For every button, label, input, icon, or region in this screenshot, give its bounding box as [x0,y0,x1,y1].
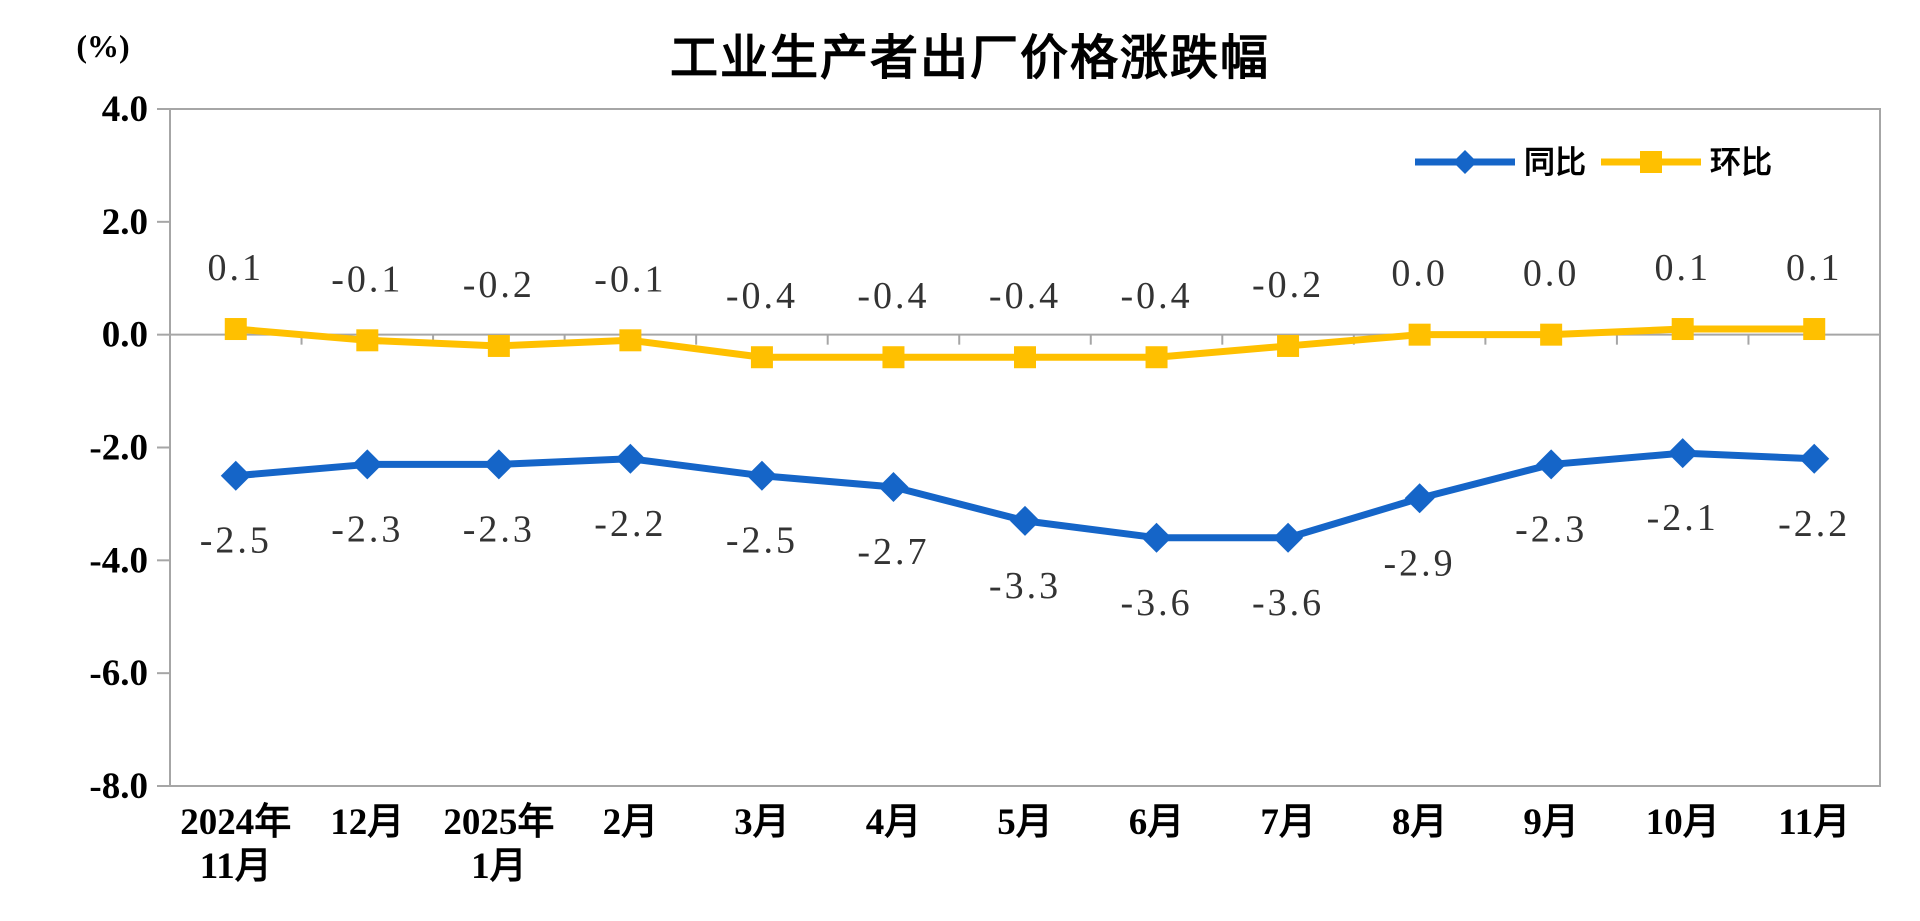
series-yoy-marker [746,460,777,491]
x-tick-label: 7月 [1260,802,1316,843]
series-mom-marker [1540,323,1563,346]
series-yoy-marker [878,471,909,502]
series-mom-marker [1803,318,1826,341]
series-mom-data-label: -0.1 [331,258,403,300]
x-tick-label: 2024年 [180,801,291,843]
series-mom-data-label: 0.1 [1654,247,1711,289]
series-yoy-marker [1010,505,1040,536]
series-mom-data-label: -0.4 [726,275,798,317]
series-yoy-marker [220,460,251,491]
legend-diamond-marker-icon [1453,150,1477,174]
chart-title: 工业生产者出厂价格涨跌幅 [669,32,1270,85]
series-yoy-data-label: -3.6 [1120,582,1192,624]
x-tick-label: 4月 [866,802,922,843]
series-yoy-marker [1404,483,1435,514]
y-tick-label: -2.0 [89,428,148,469]
y-axis-unit-label: (%) [76,28,130,64]
series-mom-data-label: -0.4 [857,275,929,317]
series-yoy-marker [615,443,646,474]
series-mom-data-label: 0.0 [1523,253,1580,295]
y-tick-label: 4.0 [102,89,148,130]
series-mom-marker [1408,323,1431,346]
x-tick-label: 12月 [330,802,404,843]
series-yoy-data-label: -2.1 [1647,497,1719,539]
y-tick-label: 2.0 [102,202,148,243]
legend-label: 环比 [1710,145,1772,180]
series-yoy-marker [352,449,383,480]
series-yoy-data-label: -2.3 [1515,508,1587,550]
series-mom-marker [356,329,379,352]
y-tick-label: -4.0 [89,540,148,581]
legend: 同比 环比 [1415,145,1772,180]
series-mom-marker [224,318,247,341]
series-mom: 0.1 -0.1 -0.2 -0.1 -0.4 -0.4 -0.4 -0.4 -0.2 0.0 0.… [208,247,1843,369]
series-yoy-marker [1141,522,1172,553]
series-yoy-data-label: -3.6 [1252,582,1324,624]
plot-border [169,108,1881,787]
series-yoy-data-label: -2.2 [1778,503,1850,545]
x-tick-label: 2月 [603,802,659,843]
x-tick-label: 2025年 [443,801,554,843]
series-mom-marker [1014,346,1036,369]
x-tick-label: 11月 [200,846,272,887]
x-tick-label: 3月 [734,802,790,843]
y-tick-label: -6.0 [89,653,148,694]
x-tick-label: 10月 [1646,802,1720,843]
x-tick-label: 1月 [471,846,527,887]
series-mom-data-label: 0.1 [208,247,265,289]
x-tick-label: 6月 [1129,802,1185,843]
series-mom-data-label: -0.1 [594,258,666,300]
series-mom-marker [882,346,905,369]
series-yoy: -2.5 -2.3 -2.3 -2.2 -2.5 -2.7 -3.3 -3.6 -3.6 -2.9… [200,438,1850,624]
series-mom-marker [1145,346,1168,369]
series-mom-marker [619,329,642,352]
series-yoy-data-label: -2.5 [200,520,272,562]
series-mom-data-label: -0.4 [1120,275,1192,317]
series-mom-data-label: -0.2 [463,264,535,306]
series-yoy-marker [1273,522,1304,553]
series-yoy-data-label: -2.9 [1384,542,1456,584]
series-yoy-data-label: -3.3 [989,565,1061,607]
series-yoy-data-label: -2.3 [331,508,403,550]
series-yoy-data-label: -2.5 [726,520,798,562]
series-mom-data-label: -0.2 [1252,264,1324,306]
series-yoy-data-label: -2.3 [463,508,535,550]
x-tick-label: 11月 [1778,802,1850,843]
y-tick-label: -8.0 [89,766,148,807]
series-mom-marker [750,346,773,369]
series-mom-marker [487,334,510,357]
x-tick-label: 8月 [1392,802,1448,843]
series-mom-data-label: 0.0 [1391,253,1448,295]
x-tick-label: 5月 [997,802,1053,843]
series-mom-marker [1277,334,1300,357]
series-yoy-marker [1799,443,1830,474]
legend-label: 同比 [1524,145,1586,180]
series-yoy-marker [1536,449,1567,480]
series-yoy-data-label: -2.7 [857,531,929,573]
y-tick-label: 0.0 [102,315,148,356]
series-yoy-data-label: -2.2 [594,503,666,545]
legend-square-marker-icon [1640,151,1662,173]
series-mom-marker [1671,318,1694,341]
series-yoy-marker [483,449,514,480]
series-mom-data-label: 0.1 [1786,247,1843,289]
y-axis: 4.0 2.0 0.0 -2.0 -4.0 -6.0 -8.0 [89,89,170,807]
series-mom-data-label: -0.4 [989,275,1061,317]
x-tick-label: 9月 [1523,802,1579,843]
series-yoy-marker [1667,438,1698,469]
